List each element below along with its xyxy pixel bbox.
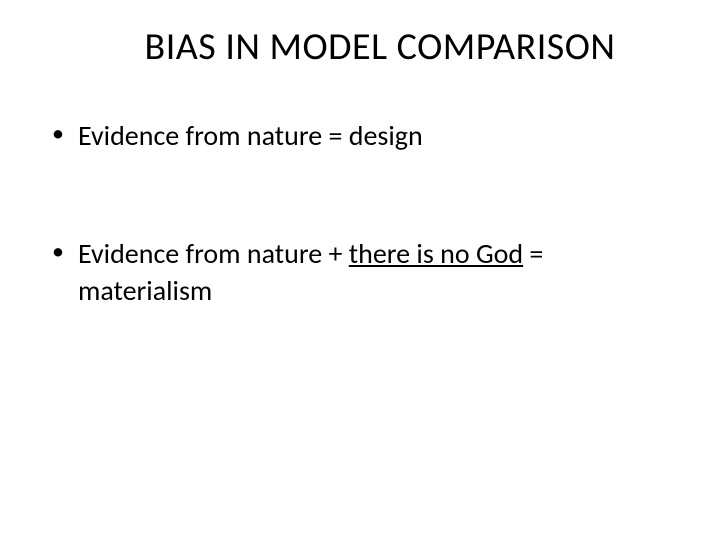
bullet-text-underlined: there is no God [349,236,523,271]
slide-container: BIAS IN MODEL COMPARISON Evidence from n… [0,0,720,540]
bullet-item: Evidence from nature + there is no God =… [50,236,670,309]
bullet-text-pre: Evidence from nature = design [78,118,423,153]
bullet-item: Evidence from nature = design [50,118,670,154]
bullet-list: Evidence from nature = design Evidence f… [50,118,670,309]
bullet-text-pre: Evidence from nature + [78,236,349,271]
slide-title: BIAS IN MODEL COMPARISON [50,24,670,70]
